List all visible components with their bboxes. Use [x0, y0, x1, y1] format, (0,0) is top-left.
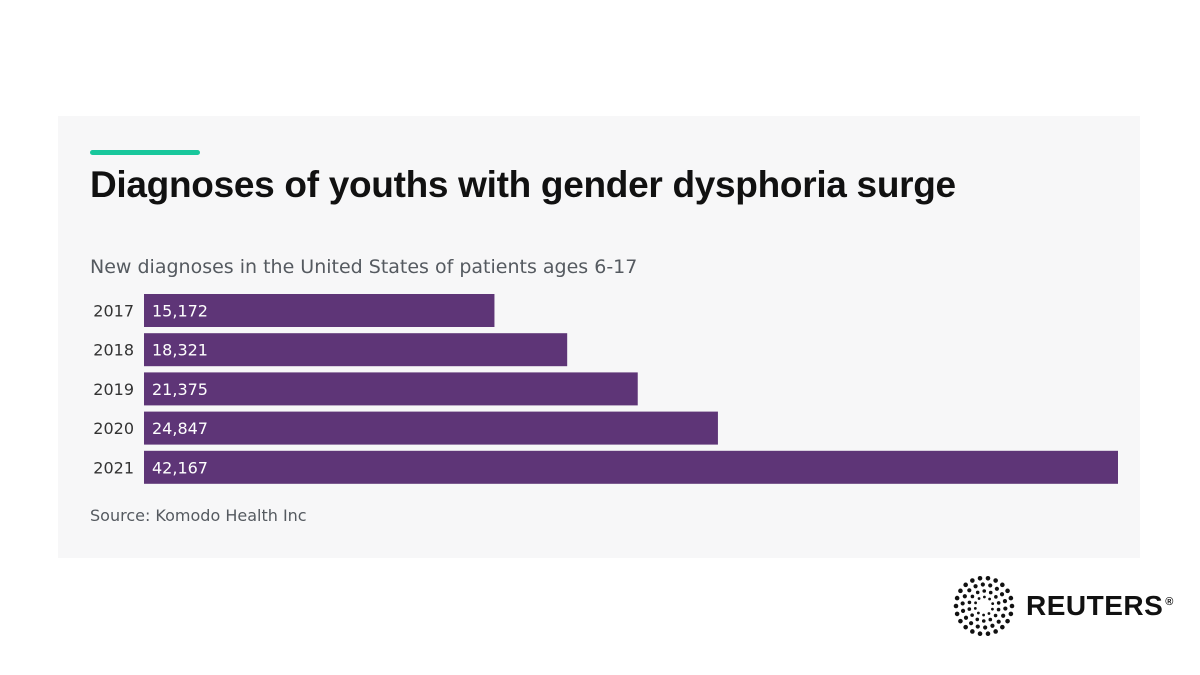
logo-dot — [1002, 599, 1008, 604]
logo-dot — [982, 613, 985, 617]
logo-dot — [960, 601, 965, 606]
chart-card: Diagnoses of youths with gender dysphori… — [58, 116, 1140, 558]
logo-dot — [996, 619, 1001, 624]
brand-name: REUTERS ® — [1026, 590, 1174, 621]
chart-subtitle: New diagnoses in the United States of pa… — [90, 256, 638, 278]
logo-dot — [963, 582, 968, 588]
logo-dot — [973, 606, 977, 610]
logo-dot — [1001, 613, 1006, 618]
logo-dot — [975, 617, 980, 622]
bar-value-label: 21,375 — [152, 380, 208, 399]
logo-dot — [962, 594, 967, 599]
logo-dot — [958, 618, 963, 624]
year-tick-label: 2021 — [93, 458, 134, 477]
logo-dot — [974, 601, 977, 605]
logo-dot — [996, 607, 1001, 612]
logo-dot — [963, 615, 969, 620]
logo-dot — [958, 588, 963, 594]
logo-dot — [994, 595, 998, 599]
logo-dot — [953, 603, 959, 609]
bar — [144, 372, 638, 406]
year-tick-label: 2020 — [93, 419, 134, 438]
logo-dot — [954, 611, 960, 617]
reuters-logo: REUTERS ® — [952, 574, 1174, 638]
logo-dot — [1008, 611, 1014, 617]
logo-dot — [991, 602, 995, 606]
logo-dot — [988, 590, 993, 595]
logo-dot — [970, 629, 975, 634]
logo-dot — [967, 607, 972, 611]
logo-dot — [977, 575, 983, 581]
logo-dot — [991, 607, 994, 611]
logo-dot — [969, 621, 974, 626]
logo-dot — [985, 575, 991, 581]
logo-dot — [993, 613, 998, 618]
logo-dot — [990, 623, 995, 628]
logo-dot — [1003, 606, 1008, 611]
chart-title: Diagnoses of youths with gender dysphori… — [90, 164, 956, 205]
logo-dot — [980, 582, 985, 587]
bar-value-label: 18,321 — [152, 341, 208, 360]
logo-dot — [985, 631, 991, 637]
year-tick-label: 2017 — [93, 302, 134, 321]
logo-dot — [999, 592, 1005, 597]
logo-dot — [967, 600, 972, 605]
logo-dot — [988, 597, 992, 601]
bar — [144, 450, 1118, 484]
logo-dot — [975, 590, 980, 595]
bar — [144, 333, 568, 367]
logo-dot — [994, 586, 999, 591]
bar — [144, 294, 495, 327]
logo-dot — [988, 617, 993, 622]
logo-dot — [976, 611, 980, 615]
logo-dot — [977, 631, 983, 637]
logo-dot — [1009, 603, 1015, 609]
logo-dot — [981, 619, 986, 623]
source-note: Source: Komodo Health Inc — [90, 506, 307, 525]
logo-dot — [1000, 582, 1005, 588]
logo-dot — [970, 594, 975, 599]
logo-dot — [960, 608, 966, 613]
year-tick-label: 2019 — [93, 380, 134, 399]
logo-dot — [983, 625, 988, 630]
logo-dot — [954, 595, 960, 601]
bar-value-label: 15,172 — [152, 302, 208, 321]
bar-chart: 2017 15,172 2018 18,321 2019 21,375 2020 24,847… — [93, 294, 1118, 484]
logo-dot — [988, 583, 993, 588]
logo-dot — [967, 588, 972, 593]
logo-dot — [975, 624, 980, 629]
logo-dot — [993, 629, 998, 634]
registered-mark: ® — [1165, 595, 1174, 608]
logo-dot — [977, 597, 981, 600]
logo-dot — [1005, 618, 1010, 624]
logo-dot — [993, 578, 998, 583]
bar-value-label: 24,847 — [152, 419, 208, 438]
logo-dot — [1008, 595, 1014, 601]
logo-dot — [1000, 624, 1005, 630]
reuters-dot-ring-icon — [953, 575, 1015, 637]
logo-dot — [963, 624, 968, 630]
logo-dot — [973, 584, 978, 589]
logo-dot — [982, 589, 987, 593]
logo-dot — [970, 578, 975, 583]
bar-value-label: 42,167 — [152, 458, 208, 477]
year-tick-label: 2018 — [93, 341, 134, 360]
logo-dot — [983, 595, 986, 599]
bar — [144, 411, 718, 445]
logo-dot — [996, 601, 1001, 605]
logo-dot — [1005, 588, 1010, 594]
accent-rule — [90, 150, 200, 155]
logo-dot — [987, 612, 991, 615]
logo-dot — [970, 613, 974, 617]
